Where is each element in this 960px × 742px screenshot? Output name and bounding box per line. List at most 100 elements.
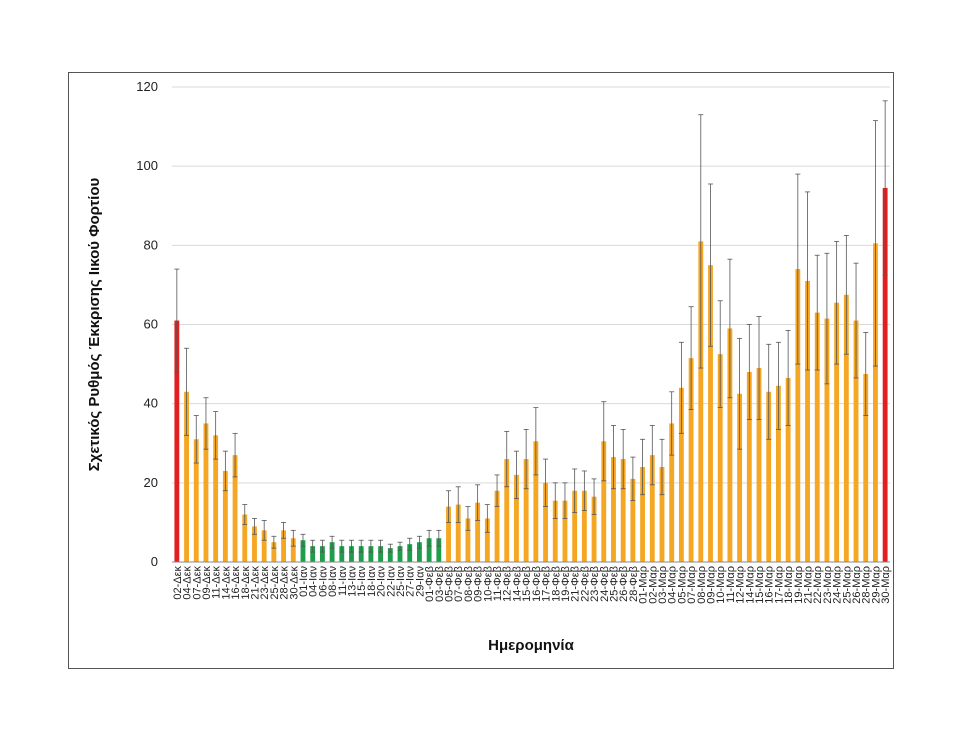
bar	[339, 546, 345, 562]
error-bar	[872, 120, 878, 367]
bar	[416, 542, 422, 562]
error-bar	[416, 535, 422, 549]
x-tick-label: 30-Δεκ	[288, 566, 300, 600]
bar	[746, 372, 752, 562]
bar	[805, 280, 810, 562]
bar	[514, 474, 519, 562]
x-tick-label: 05-Μαρ	[676, 566, 688, 604]
x-tick-label: 04-Μαρ	[667, 566, 679, 604]
bar	[698, 241, 704, 562]
x-tick-label: 20-Ιαν	[376, 566, 388, 597]
bar	[640, 467, 646, 562]
error-bar	[475, 484, 481, 521]
error-bar	[203, 397, 209, 450]
error-bar	[271, 535, 277, 549]
bar	[504, 459, 510, 562]
bar	[785, 377, 791, 562]
bar	[281, 530, 287, 562]
error-bar	[193, 415, 199, 464]
y-tick-label: 40	[144, 396, 158, 411]
x-tick-label: 29-Μαρ	[870, 566, 882, 604]
x-tick-label: 03-Φεβ	[434, 566, 446, 602]
bar	[533, 441, 539, 562]
x-tick-label: 09-Δεκ	[201, 566, 213, 600]
error-bar	[834, 240, 840, 365]
bar	[368, 546, 374, 562]
bar	[814, 312, 820, 562]
error-bar	[601, 401, 607, 482]
bar	[319, 546, 325, 562]
error-bar	[281, 522, 287, 539]
x-tick-label: 23-Δεκ	[259, 566, 271, 600]
bar	[572, 490, 578, 562]
bar	[611, 457, 616, 562]
bar	[756, 368, 762, 562]
bar	[678, 387, 684, 562]
error-bar	[805, 191, 811, 371]
x-tick-label: 17-Μαρ	[773, 566, 785, 604]
x-tick-label: 07-Φεβ	[453, 566, 465, 602]
bars	[174, 187, 888, 562]
error-bar	[329, 535, 335, 549]
error-bar	[349, 539, 354, 553]
error-bar	[397, 541, 403, 551]
error-bar	[843, 235, 849, 355]
x-tick-label: 23-Μαρ	[822, 566, 834, 604]
error-bar	[533, 407, 539, 476]
x-tick-label: 19-Φεβ	[560, 566, 572, 602]
error-bar	[543, 458, 549, 507]
x-tick-label: 15-Μαρ	[754, 566, 766, 604]
x-tick-label: 11-Ιαν	[337, 566, 349, 596]
x-tick-label: 21-Φεβ	[570, 566, 582, 602]
x-tick-label: 18-Δεκ	[240, 566, 252, 600]
bar	[407, 544, 413, 562]
x-tick-label: 28-Μαρ	[861, 566, 873, 604]
error-bars	[174, 100, 888, 553]
error-bar	[494, 474, 500, 507]
bar	[349, 546, 354, 562]
bar	[853, 320, 859, 562]
bar	[601, 441, 607, 562]
x-tick-label: 18-Φεβ	[550, 566, 562, 602]
x-tick-label: 08-Φεβ	[463, 566, 475, 602]
bar	[213, 435, 219, 562]
error-bar	[562, 482, 568, 519]
error-bar	[484, 504, 490, 533]
x-tick-label: 27-Ιαν	[405, 566, 417, 597]
error-bar	[242, 504, 248, 525]
bar	[397, 546, 403, 562]
error-bar	[251, 518, 257, 535]
x-tick-label: 25-Δεκ	[269, 566, 281, 600]
error-bar	[785, 330, 791, 426]
error-bar	[669, 391, 675, 456]
x-tick-label: 25-Ιαν	[395, 566, 407, 597]
bar	[766, 391, 772, 562]
error-bar	[232, 432, 238, 478]
error-bar	[339, 539, 345, 553]
bar	[455, 504, 461, 562]
bar	[310, 546, 316, 562]
x-axis-title: Ημερομηνία	[488, 637, 574, 654]
bar	[378, 546, 384, 562]
gridlines	[172, 86, 890, 484]
error-bar	[882, 100, 888, 276]
error-bar	[368, 539, 374, 553]
error-bar	[824, 252, 830, 385]
bar	[717, 354, 723, 562]
error-bar	[620, 428, 626, 490]
bar	[358, 546, 364, 562]
chart-frame: 0 20 40 60 80 100 120 02-Δεκ 04-Δεκ 07-Δεκ 09-Δεκ…	[68, 72, 894, 669]
bar	[494, 490, 500, 562]
x-tick-label: 24-Μαρ	[832, 566, 844, 604]
bar	[591, 496, 597, 562]
error-bar	[261, 520, 267, 541]
error-bar	[426, 529, 432, 547]
error-bar	[213, 411, 219, 460]
bar	[834, 302, 840, 562]
x-tick-label: 05-Φεβ	[444, 566, 456, 602]
bar	[863, 373, 869, 562]
x-tick-label: 03-Μαρ	[657, 566, 669, 604]
x-tick-label: 11-Φεβ	[492, 566, 504, 601]
x-tick-label: 12-Μαρ	[735, 566, 747, 604]
error-bar	[513, 450, 519, 500]
